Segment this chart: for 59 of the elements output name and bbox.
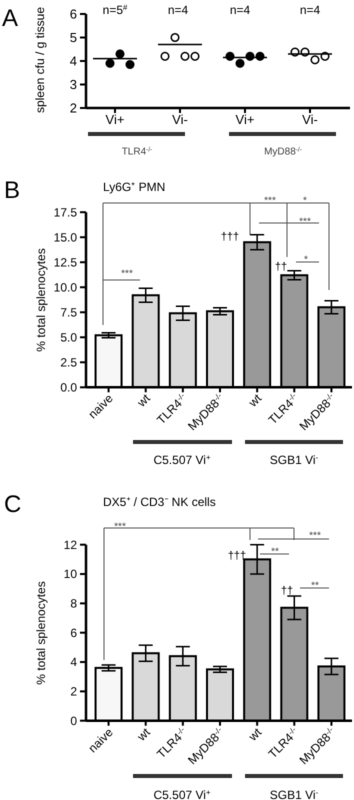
text: *	[303, 196, 308, 206]
annotation: n=5$^{#}$	[102, 2, 128, 18]
y-tick-label: 6	[70, 626, 78, 640]
y-tick-label: 0.0	[60, 380, 78, 394]
text: C5.507 Vi$^{+}$	[153, 788, 211, 800]
annotation: n=4	[230, 3, 250, 18]
chart-subtitle: DX5⁺ / CD3⁻ NK cells	[103, 495, 216, 509]
y-tick-label: 3	[70, 77, 77, 92]
x-tick-label: Vi+	[106, 112, 124, 127]
annotation: ***	[299, 216, 311, 228]
y-tick-label: 8	[70, 596, 78, 611]
annotation: †††	[220, 230, 240, 243]
text: MyD88$^{-/-}$	[264, 146, 302, 158]
annotation: n=4	[300, 3, 320, 18]
annotation: *	[304, 254, 308, 266]
y-tick-label: 2.5	[60, 355, 78, 370]
text: ***	[114, 522, 126, 532]
chart-title: B	[4, 177, 20, 204]
y-tick-label: 12	[64, 538, 78, 552]
text: SGB1 Vi$^{-}$	[270, 788, 319, 800]
y-tick-label: 17.5	[54, 205, 78, 220]
x-tick-label: wt	[245, 724, 265, 744]
annotation: †††	[228, 550, 246, 562]
y-tick-label: 6	[70, 6, 77, 22]
x-tick-label: Vi+	[236, 112, 254, 127]
annotation: ††	[280, 584, 294, 597]
y-axis-title: % total splenocytes	[34, 581, 48, 685]
y-axis-title: % total splenocytes	[34, 248, 48, 352]
annotation: n=4	[168, 3, 188, 18]
annotation: **	[311, 580, 319, 592]
x-tick-label: wt	[245, 390, 265, 410]
y-tick-label: 0	[70, 714, 78, 728]
y-tick-label: 10.0	[54, 280, 78, 294]
x-tick-label: wt	[134, 724, 154, 744]
y-tick-label: 4	[70, 54, 77, 69]
y-tick-label: 2	[70, 100, 77, 116]
y-tick-label: 7.5	[60, 305, 78, 320]
text: C5.507 Vi$^{+}$	[153, 452, 211, 468]
text: SGB1 Vi$^{-}$	[270, 452, 319, 468]
x-tick-label: Vi-	[302, 112, 318, 127]
annotation: ***	[121, 268, 133, 280]
annotation: **	[271, 546, 279, 558]
text: ***	[264, 196, 276, 206]
y-tick-label: 10	[64, 567, 78, 582]
chart-title: A	[2, 5, 18, 32]
annotation: ††	[274, 260, 288, 273]
text: ***	[309, 530, 321, 542]
chart-title: C	[4, 491, 22, 518]
text: TLR4$^{-/-}$	[122, 146, 152, 158]
x-tick-label: Vi-	[172, 112, 188, 127]
chart-subtitle: Ly6G⁺ PMN	[103, 180, 166, 194]
y-tick-label: 12.5	[54, 255, 78, 270]
y-tick-label: 15.0	[54, 230, 78, 244]
y-tick-label: 5.0	[60, 330, 78, 344]
y-axis-title: spleen cfu / g tissue	[33, 6, 47, 114]
x-tick-label: wt	[134, 390, 154, 410]
y-tick-label: 2	[70, 684, 78, 699]
y-tick-label: 4	[70, 655, 78, 670]
y-tick-label: 5	[70, 30, 77, 46]
